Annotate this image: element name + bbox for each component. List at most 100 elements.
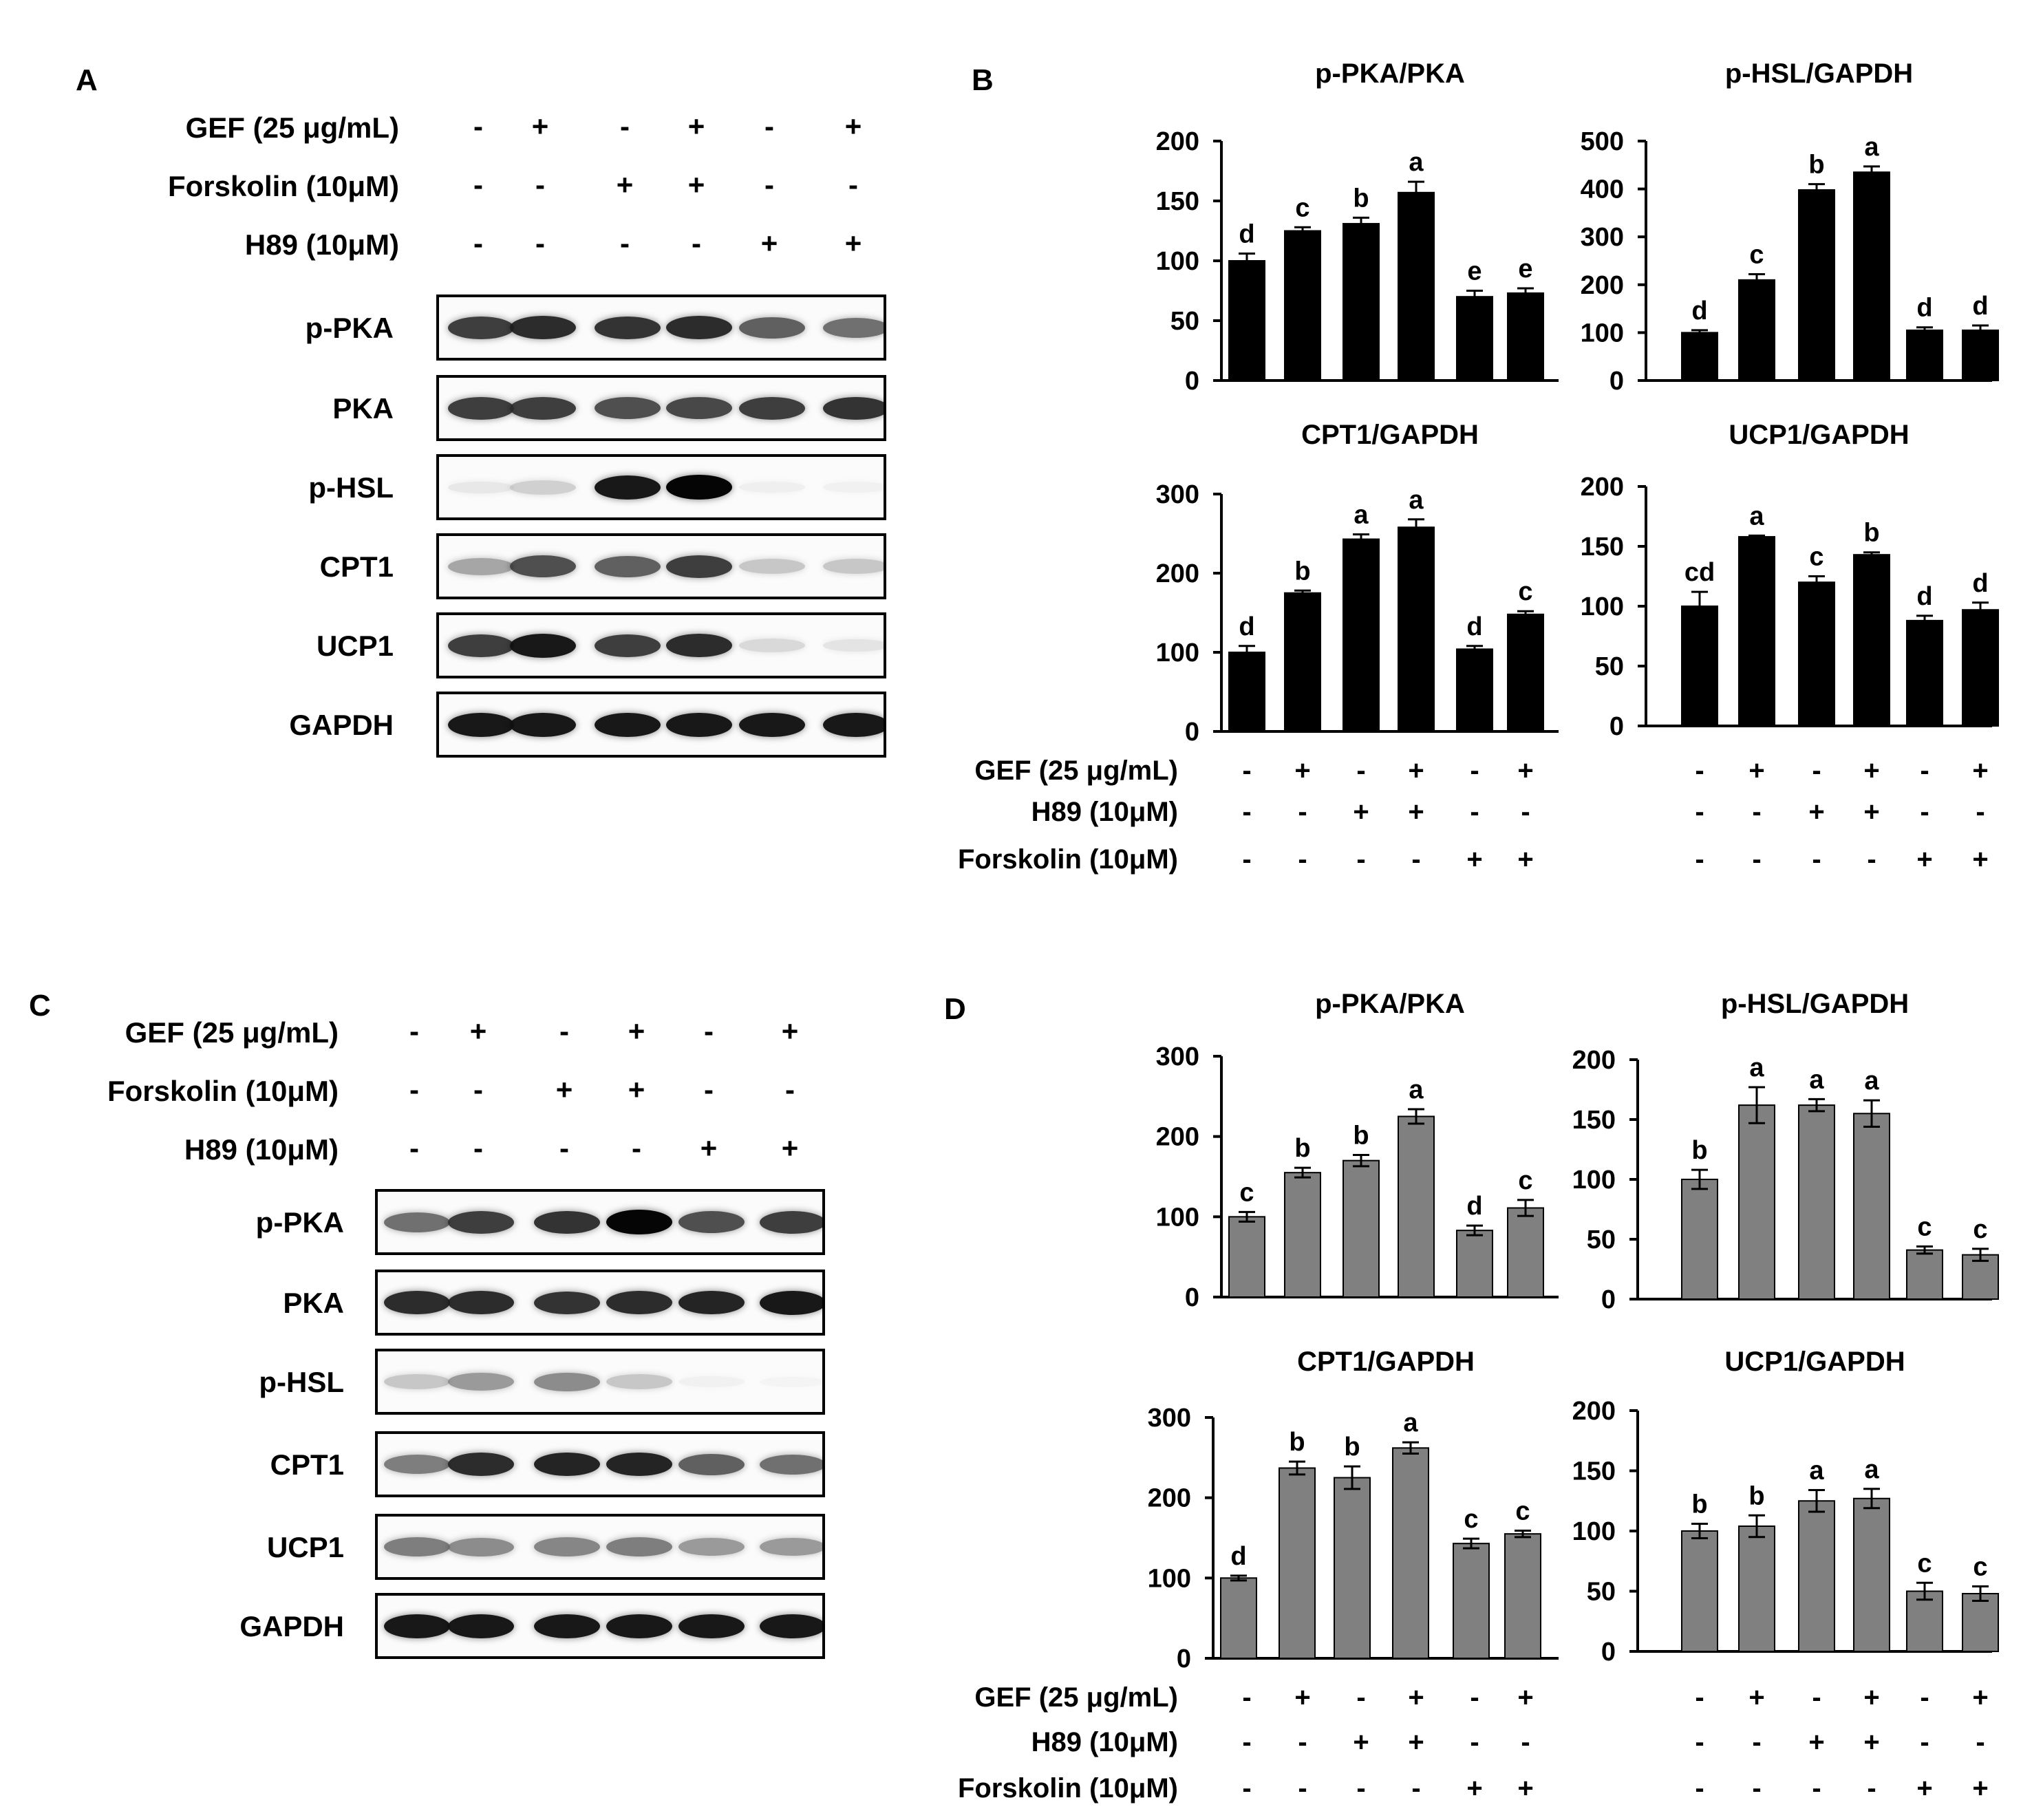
bar bbox=[1962, 329, 1999, 382]
treatment-label: GEF (25 μg/mL) bbox=[974, 1682, 1178, 1713]
bar bbox=[1398, 191, 1435, 381]
bar-chart-b-cpt1-gapdh: CPT1/GAPDH 0 100 200 300 d b a a d c bbox=[1156, 420, 1559, 747]
bar bbox=[1681, 1530, 1718, 1652]
panel-label-c: C bbox=[29, 989, 51, 1023]
plus-sign: + bbox=[1972, 844, 1988, 875]
blot-strip-ucp1 bbox=[436, 612, 886, 678]
significance-label: d bbox=[1230, 1542, 1246, 1571]
protein-band bbox=[534, 1291, 600, 1314]
treatment-label: Forskolin (10μM) bbox=[167, 170, 399, 202]
bar bbox=[1284, 592, 1321, 732]
protein-band bbox=[448, 1453, 514, 1476]
protein-band bbox=[739, 482, 805, 493]
minus-sign: - bbox=[1976, 797, 1985, 827]
plus-sign: + bbox=[1916, 844, 1932, 875]
protein-band bbox=[595, 634, 661, 657]
minus-sign: - bbox=[1470, 1682, 1479, 1713]
protein-band bbox=[534, 1614, 600, 1638]
protein-band bbox=[448, 1291, 514, 1314]
bar bbox=[1738, 1104, 1775, 1300]
protein-band bbox=[678, 1453, 745, 1475]
protein-band bbox=[534, 1453, 600, 1476]
minus-sign: - bbox=[1812, 1773, 1821, 1803]
plus-sign: + bbox=[687, 169, 705, 201]
minus-sign: - bbox=[1920, 1727, 1929, 1757]
y-tick-label: 0 bbox=[1185, 1283, 1199, 1312]
plus-sign: + bbox=[1863, 1682, 1879, 1713]
plus-sign: + bbox=[1294, 1682, 1310, 1713]
bar bbox=[1456, 296, 1493, 382]
bar-chart-b-ucp1-gapdh: UCP1/GAPDH 0 50 100 150 200 cd a c b d d bbox=[1581, 420, 1999, 741]
bar bbox=[1798, 1500, 1835, 1652]
bar bbox=[1284, 1172, 1321, 1298]
protein-band bbox=[448, 1373, 514, 1391]
protein-band bbox=[510, 712, 576, 737]
blot-strip-pka bbox=[375, 1270, 825, 1336]
plus-sign: + bbox=[1517, 1773, 1533, 1803]
protein-band bbox=[595, 316, 661, 339]
y-tick-label: 0 bbox=[1601, 1285, 1616, 1314]
y-tick-label: 100 bbox=[1581, 592, 1624, 621]
y-tick-label: 100 bbox=[1156, 247, 1199, 276]
protein-label: p-PKA bbox=[255, 1206, 344, 1239]
plus-sign: + bbox=[1972, 756, 1988, 786]
minus-sign: - bbox=[1920, 1682, 1929, 1713]
significance-label: a bbox=[1809, 1457, 1824, 1486]
bar bbox=[1962, 609, 1999, 727]
plus-sign: + bbox=[1517, 844, 1533, 875]
y-tick-label: 150 bbox=[1581, 533, 1624, 561]
significance-label: a bbox=[1864, 1067, 1879, 1095]
protein-band bbox=[384, 1291, 450, 1314]
bar bbox=[1681, 606, 1718, 727]
minus-sign: - bbox=[409, 1073, 419, 1106]
bar bbox=[1906, 619, 1943, 727]
bar bbox=[1906, 1249, 1943, 1300]
minus-sign: - bbox=[1521, 1727, 1530, 1757]
minus-sign: - bbox=[409, 1015, 419, 1047]
treatment-label: H89 (10μM) bbox=[1031, 1727, 1178, 1757]
panel-label-d: D bbox=[944, 992, 966, 1026]
significance-label: a bbox=[1354, 501, 1369, 530]
protein-band bbox=[510, 633, 576, 658]
plus-sign: + bbox=[700, 1132, 718, 1164]
blot-strip-gapdh bbox=[436, 692, 886, 758]
bar-chart-b-p-hsl-gapdh: p-HSL/GAPDH 0 100 200 300 400 500 d c b a d d bbox=[1581, 58, 1999, 396]
bar bbox=[1798, 1104, 1835, 1300]
minus-sign: - bbox=[1356, 844, 1365, 875]
bar bbox=[1681, 1179, 1718, 1300]
plus-sign: + bbox=[1408, 756, 1424, 786]
bar bbox=[1398, 1115, 1435, 1298]
significance-label: b bbox=[1294, 557, 1310, 586]
significance-label: c bbox=[1973, 1553, 1987, 1582]
significance-label: c bbox=[1464, 1505, 1478, 1534]
significance-label: c bbox=[1973, 1215, 1987, 1244]
protein-band bbox=[823, 639, 884, 652]
significance-label: e bbox=[1467, 257, 1482, 286]
y-tick-label: 100 bbox=[1572, 1166, 1616, 1195]
protein-band bbox=[384, 1212, 450, 1232]
bar-chart-b-p-pka-pka: p-PKA/PKA 0 50 100 150 200 d c b a e e bbox=[1156, 58, 1559, 396]
treatment-table-b: GEF (25 μg/mL) - + - + - + - + - + - + H89 (10μM) - - + +… bbox=[958, 756, 1989, 875]
significance-label: b bbox=[1353, 1122, 1369, 1150]
bar bbox=[1798, 581, 1835, 727]
plus-sign: + bbox=[844, 227, 862, 259]
plus-sign: + bbox=[687, 110, 705, 142]
y-tick-label: 150 bbox=[1572, 1106, 1616, 1135]
bar bbox=[1853, 1113, 1890, 1300]
chart-title: p-HSL/GAPDH bbox=[1725, 58, 1913, 89]
minus-sign: - bbox=[473, 169, 483, 201]
minus-sign: - bbox=[1695, 756, 1704, 786]
significance-label: d bbox=[1916, 294, 1932, 323]
minus-sign: - bbox=[1920, 756, 1929, 786]
minus-sign: - bbox=[1752, 844, 1761, 875]
bar bbox=[1279, 1467, 1316, 1659]
y-tick-label: 500 bbox=[1581, 127, 1624, 156]
plus-sign: + bbox=[1808, 1727, 1824, 1757]
bar bbox=[1456, 1230, 1493, 1298]
plus-sign: + bbox=[1916, 1773, 1932, 1803]
significance-label: a bbox=[1749, 502, 1764, 531]
y-tick-label: 300 bbox=[1148, 1404, 1191, 1433]
minus-sign: - bbox=[1470, 756, 1479, 786]
plus-sign: + bbox=[531, 110, 549, 142]
plus-sign: + bbox=[1517, 756, 1533, 786]
